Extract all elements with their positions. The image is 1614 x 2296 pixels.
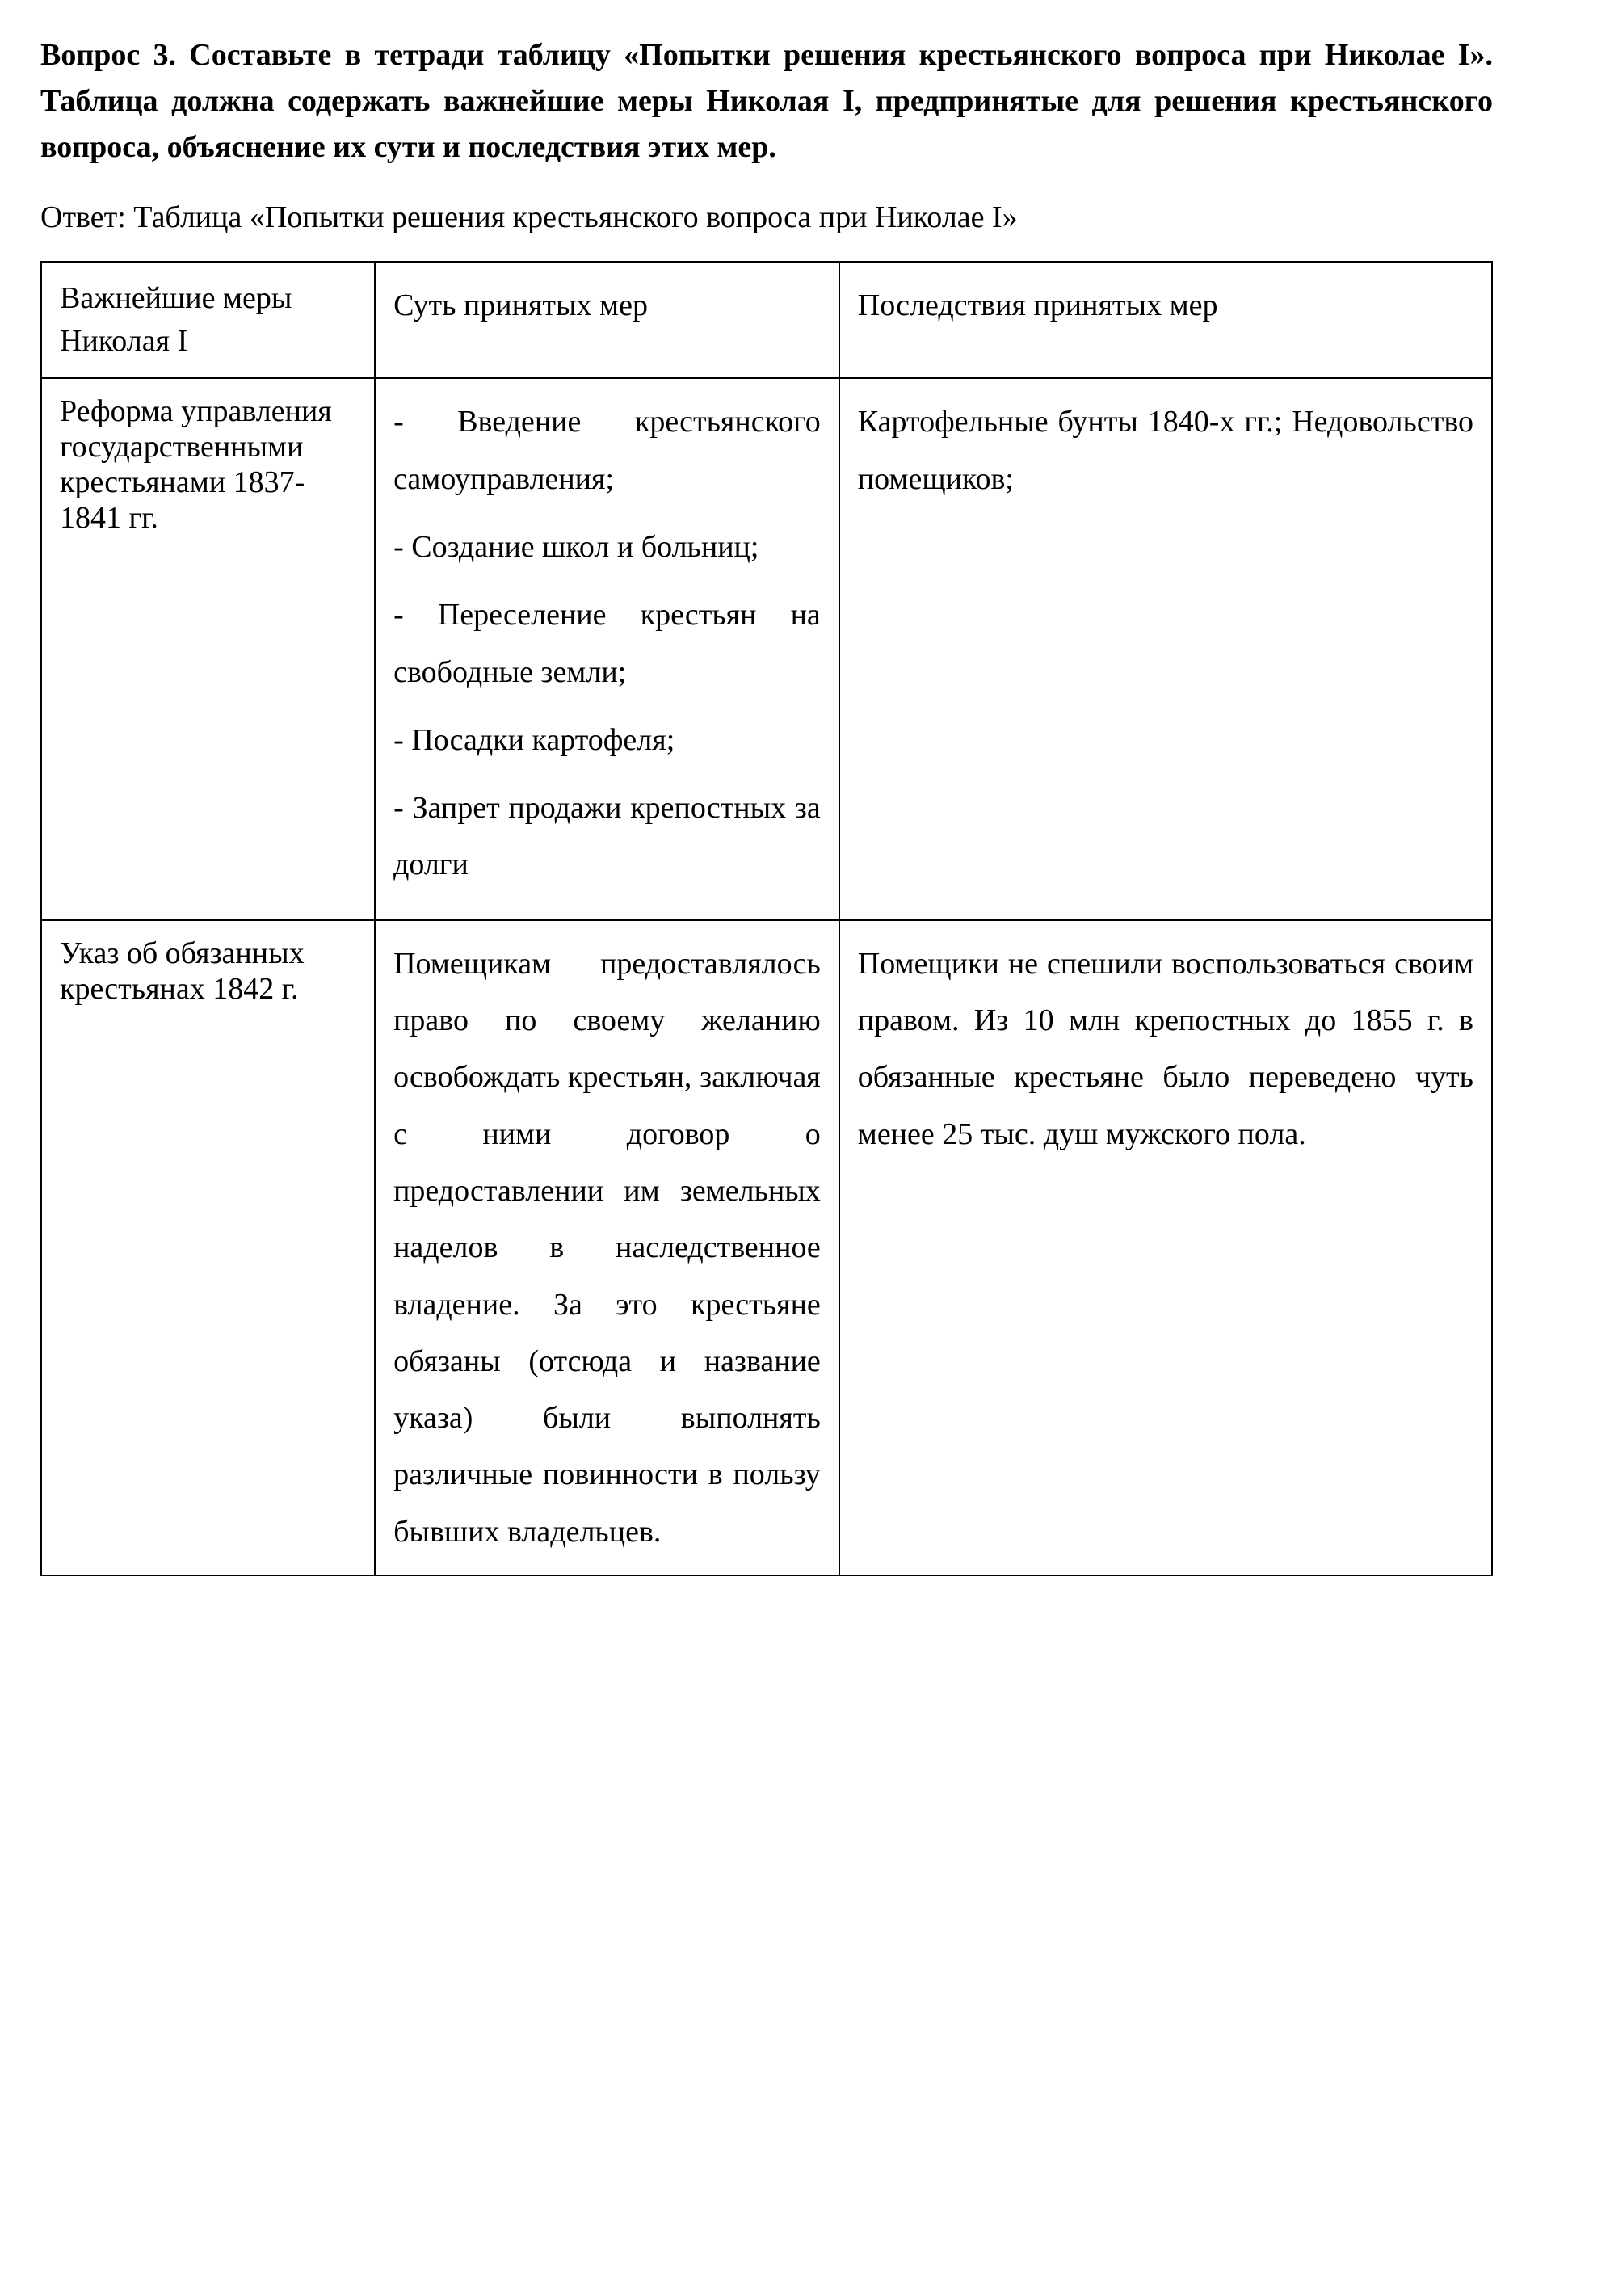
table-row: Указ об обязанных крестьянах 1842 г. Пом… [41,920,1492,1575]
table-header-row: Важнейшие меры Николая I Суть принятых м… [41,262,1492,378]
table-row: Реформа управления государственными крес… [41,378,1492,919]
question-text: Вопрос 3. Составьте в тетради таблицу «П… [40,32,1493,170]
peasant-question-table: Важнейшие меры Николая I Суть принятых м… [40,261,1493,1576]
header-consequences: Последствия принятых мер [839,262,1492,378]
header-measures: Важнейшие меры Николая I [41,262,375,378]
header-essence: Суть принятых мер [375,262,839,378]
cell-consequences-1: Картофельные бунты 1840-х гг.; Недовольс… [839,378,1492,919]
cell-essence-2: Помещикам предоставлялось право по своем… [375,920,839,1575]
answer-text: Ответ: Таблица «Попытки решения крестьян… [40,195,1493,241]
cell-measure-2: Указ об обязанных крестьянах 1842 г. [41,920,375,1575]
cell-consequences-2: Помещики не спешили воспользоваться свои… [839,920,1492,1575]
cell-measure-1: Реформа управления государственными крес… [41,378,375,919]
cell-essence-1: - Введение крестьянского самоуправления;… [375,378,839,919]
